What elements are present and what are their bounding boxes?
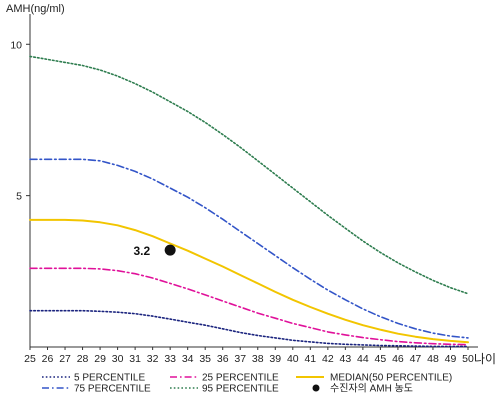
legend-label: 25 PERCENTILE (202, 373, 279, 384)
x-tick-label: 37 (234, 353, 246, 365)
series-line (29, 55, 469, 295)
legend-label: 수진자의 AMH 농도 (330, 383, 413, 395)
x-tick-label: 31 (129, 353, 141, 365)
x-tick-label: 38 (252, 353, 264, 365)
x-tick-label: 34 (182, 353, 194, 365)
x-tick-label: 40 (287, 353, 299, 365)
series-line (29, 158, 469, 339)
x-tick-label: 26 (42, 353, 54, 365)
legend-label: 5 PERCENTILE (74, 373, 145, 384)
x-tick-label: 50 (462, 353, 474, 365)
chart-axes: AMH(ng/ml) 5 10 25 26 27 28 29 30 31 32 33 34 35 36 37 3… (6, 3, 496, 366)
x-tick-label: 46 (392, 353, 404, 365)
x-tick-label: 43 (340, 353, 352, 365)
x-tick-label: 28 (77, 353, 89, 365)
series-line (29, 267, 469, 346)
x-tick-label: 27 (59, 353, 71, 365)
legend-label: MEDIAN(50 PERCENTILE) (330, 373, 452, 384)
patient-marker-layer: 3.2 (133, 244, 176, 258)
x-tick-label: 41 (304, 353, 316, 365)
x-tick-label: 33 (164, 353, 176, 365)
legend-label: 75 PERCENTILE (74, 384, 151, 395)
patient-point (164, 244, 176, 256)
legend-label: 95 PERCENTILE (202, 384, 279, 395)
x-tick-label: 29 (94, 353, 106, 365)
series-line (29, 218, 469, 344)
x-tick-label: 35 (199, 353, 211, 365)
x-tick-label: 25 (24, 353, 36, 365)
x-tick-label: 48 (427, 353, 439, 365)
series-line (29, 309, 469, 348)
x-tick-label: 49 (445, 353, 457, 365)
x-tick-label: 42 (322, 353, 334, 365)
x-axis-label: 나이 (474, 352, 496, 366)
x-tick-label: 45 (375, 353, 387, 365)
y-axis-label: AMH(ng/ml) (6, 3, 65, 15)
x-tick-label: 47 (410, 353, 422, 365)
y-tick-label: 5 (16, 191, 22, 203)
x-tick-label: 36 (217, 353, 229, 365)
legend-swatch (312, 384, 320, 392)
series-layer (29, 55, 469, 348)
x-tick-label: 32 (147, 353, 159, 365)
x-tick-label: 44 (357, 353, 369, 365)
x-tick-label: 30 (112, 353, 124, 365)
y-tick-label: 10 (10, 39, 22, 51)
patient-point-label: 3.2 (133, 244, 150, 258)
x-tick-label: 39 (269, 353, 281, 365)
